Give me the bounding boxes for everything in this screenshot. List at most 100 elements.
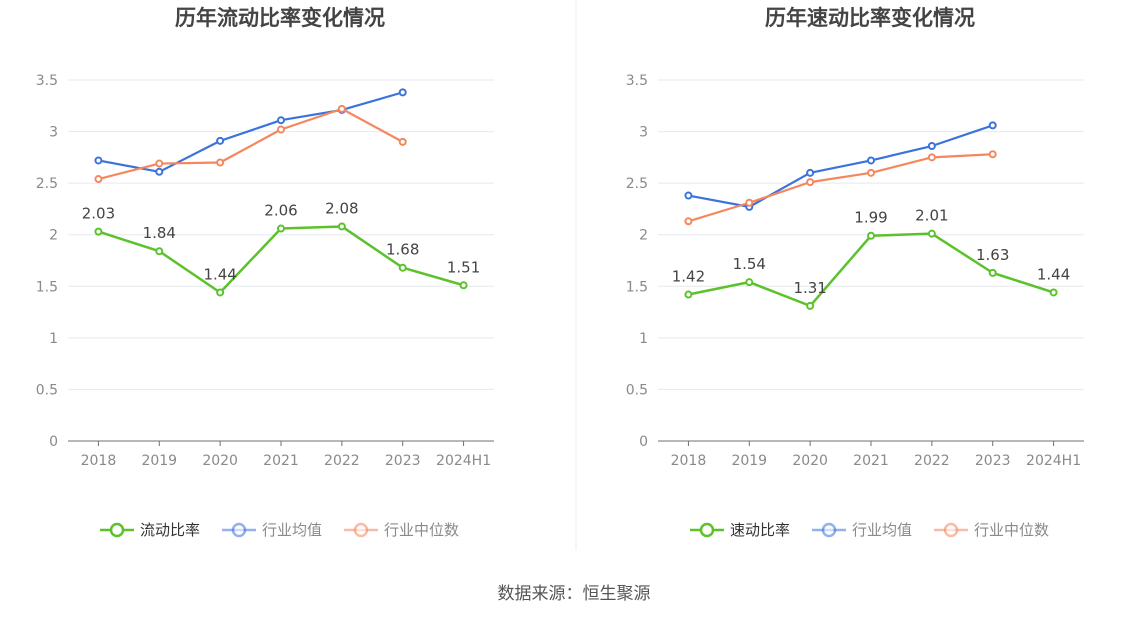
data-point (216, 288, 225, 297)
data-source-note: 数据来源：恒生聚源 (497, 584, 651, 604)
data-point (94, 156, 103, 165)
data-point (1049, 288, 1058, 297)
data-point (745, 278, 754, 287)
data-point (155, 159, 164, 168)
data-label: 2.08 (325, 199, 358, 217)
data-point (155, 167, 164, 176)
data-point (155, 247, 164, 256)
x-tick-label: 2020 (202, 453, 238, 469)
x-tick-label: 2022 (914, 453, 950, 469)
legend-item: 行业均值 (222, 521, 322, 539)
y-tick-label: 0 (639, 434, 648, 450)
y-tick-label: 1.5 (36, 279, 58, 295)
y-tick-label: 1 (49, 331, 58, 347)
legend-item: 流动比率 (100, 521, 200, 539)
data-point (337, 222, 346, 231)
y-tick-label: 1.5 (626, 279, 648, 295)
x-tick-label: 2024H1 (436, 453, 491, 469)
legend-label: 行业中位数 (974, 521, 1049, 539)
data-point (867, 231, 875, 240)
y-tick-label: 3.5 (626, 73, 648, 89)
series-line (98, 91, 404, 173)
data-point (337, 104, 346, 113)
data-point (277, 116, 285, 125)
data-point (277, 224, 285, 233)
data-point (806, 168, 815, 177)
legend-marker (109, 522, 125, 538)
data-label: 1.31 (793, 279, 826, 297)
x-tick-label: 2019 (731, 453, 767, 469)
data-point (988, 150, 997, 159)
series-line (98, 107, 404, 181)
x-tick-label: 2022 (324, 453, 360, 469)
x-tick-label: 2023 (385, 453, 421, 469)
legend-item: 行业均值 (812, 521, 912, 539)
data-point (988, 121, 997, 130)
data-point (745, 198, 754, 207)
data-point (867, 168, 875, 177)
y-tick-label: 3.5 (36, 73, 58, 89)
data-label: 2.03 (82, 205, 115, 223)
data-point (684, 191, 693, 200)
data-label: 1.63 (976, 246, 1009, 264)
chart-title: 历年流动比率变化情况 (175, 6, 385, 30)
data-label: 1.68 (386, 241, 419, 259)
chart-panel-2: 历年速动比率变化情况 0 0.5 1 1.5 2 2.5 3 3.5 2018 2019 2020 20… (626, 6, 1084, 539)
data-point (398, 88, 407, 97)
chart-title: 历年速动比率变化情况 (765, 6, 975, 30)
x-tick-label: 2019 (141, 453, 177, 469)
data-point (927, 229, 936, 238)
data-point (806, 178, 815, 187)
x-tick-label: 2021 (853, 453, 889, 469)
data-point (459, 281, 468, 290)
legend-label: 行业均值 (852, 521, 912, 539)
y-tick-label: 1 (639, 331, 648, 347)
y-tick-label: 0 (49, 434, 58, 450)
data-point (277, 125, 285, 134)
legend-item: 行业中位数 (934, 521, 1049, 539)
x-tick-label: 2021 (263, 453, 299, 469)
x-tick-label: 2023 (975, 453, 1011, 469)
series-line (688, 153, 993, 223)
data-label: 2.01 (915, 207, 948, 225)
data-point (684, 290, 693, 299)
data-label: 1.42 (672, 268, 705, 286)
legend-label: 行业中位数 (384, 521, 459, 539)
data-label: 1.99 (854, 209, 887, 227)
x-tick-label: 2018 (81, 453, 117, 469)
data-point (398, 263, 407, 272)
chart-panel-1: 历年流动比率变化情况 0 0.5 1 1.5 2 2.5 3 3.5 2018 2019 2020 20… (36, 6, 494, 539)
data-point (684, 217, 693, 226)
y-tick-label: 3 (639, 125, 648, 141)
data-point (988, 268, 997, 277)
y-tick-label: 2.5 (36, 176, 58, 192)
data-point (216, 136, 225, 145)
data-label: 2.06 (264, 202, 297, 220)
x-tick-label: 2024H1 (1026, 453, 1081, 469)
y-tick-label: 2 (49, 228, 58, 244)
legend-label: 速动比率 (730, 521, 790, 539)
data-point (398, 137, 407, 146)
legend-item: 速动比率 (690, 521, 790, 539)
y-tick-label: 2 (639, 228, 648, 244)
x-tick-label: 2020 (792, 453, 828, 469)
legend-item: 行业中位数 (344, 521, 459, 539)
legend-marker (699, 522, 715, 538)
x-tick-label: 2018 (671, 453, 707, 469)
y-tick-label: 2.5 (626, 176, 648, 192)
legend-label: 行业均值 (262, 521, 322, 539)
series-line (688, 124, 994, 208)
legend-marker (353, 522, 369, 538)
data-point (927, 142, 936, 151)
legend-marker (231, 522, 247, 538)
data-point (216, 158, 225, 167)
y-tick-label: 0.5 (626, 382, 648, 398)
legend-label: 流动比率 (140, 521, 200, 539)
legend-marker (821, 522, 837, 538)
y-tick-label: 0.5 (36, 382, 58, 398)
data-point (94, 227, 103, 236)
data-label: 1.44 (203, 265, 236, 283)
data-point (94, 175, 103, 184)
data-label: 1.51 (447, 258, 480, 276)
